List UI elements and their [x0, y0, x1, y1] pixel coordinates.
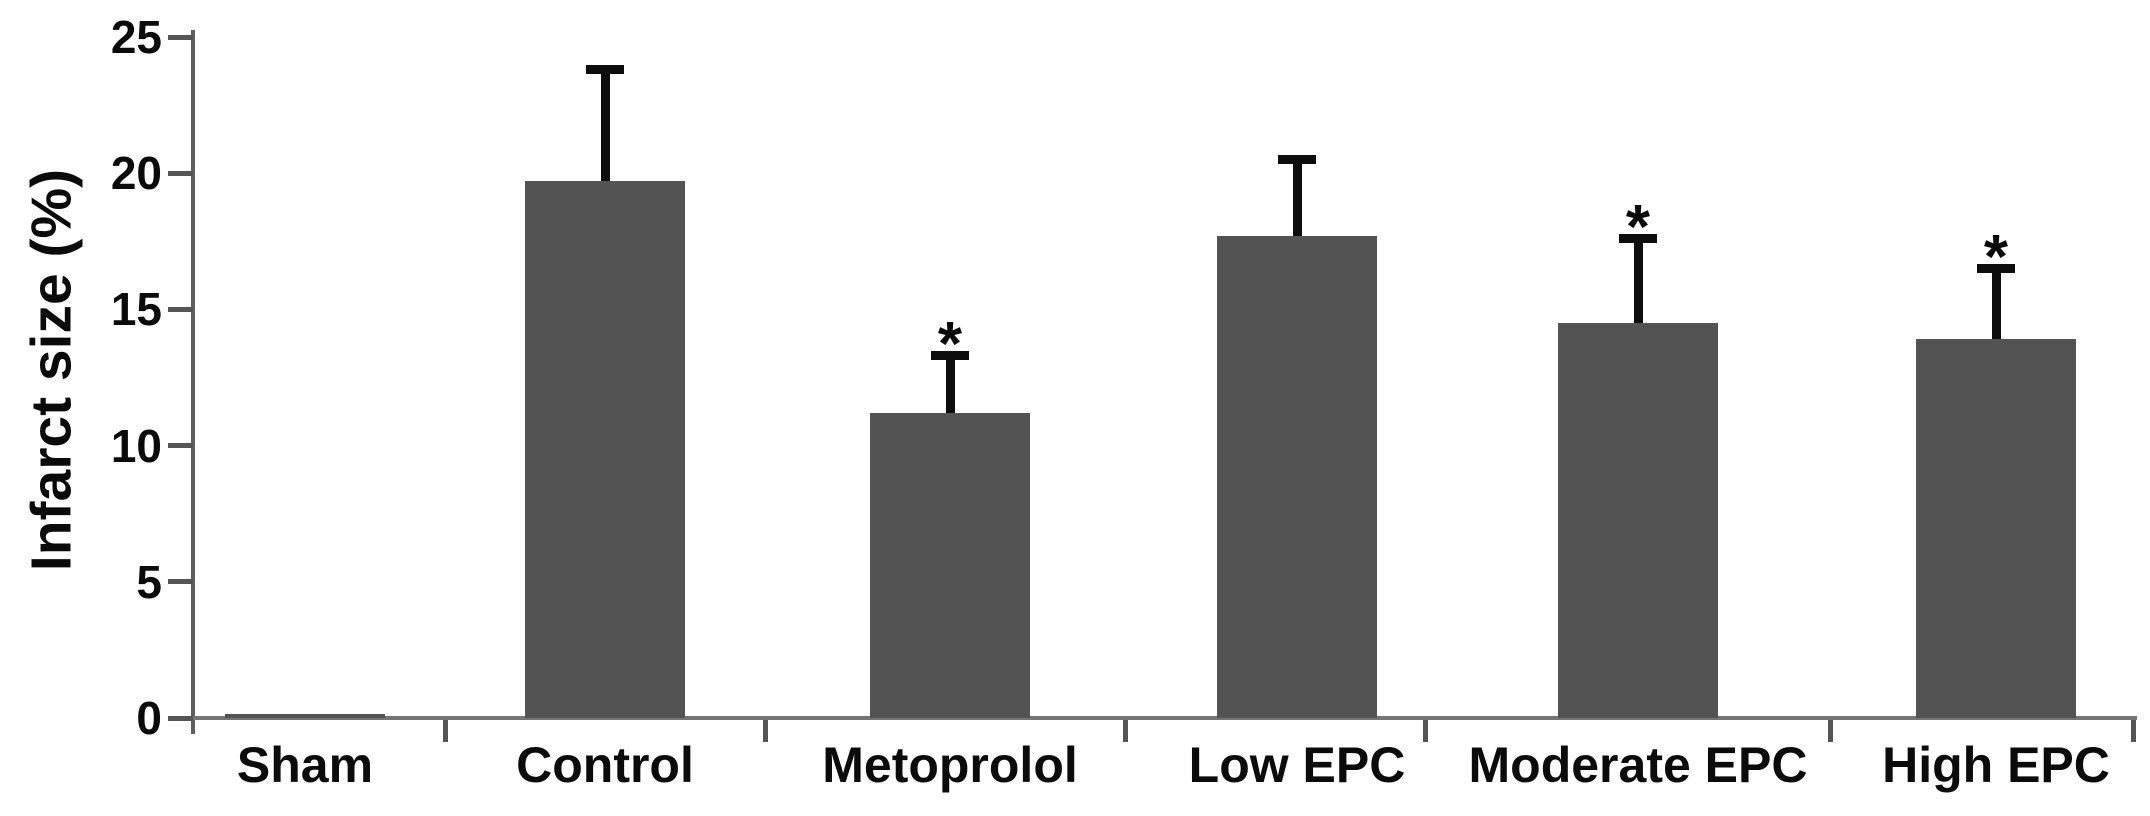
- y-axis-title: Infarct size (%): [19, 168, 84, 572]
- bar: [1916, 339, 2076, 718]
- error-bar-cap: [931, 351, 969, 361]
- x-axis-tick: [1827, 720, 1833, 742]
- error-bar-cap: [1619, 234, 1657, 244]
- y-axis-tick-label: 10: [110, 419, 162, 472]
- y-axis-tick: [168, 579, 193, 585]
- x-axis-category-label: Metoprolol: [822, 737, 1078, 793]
- y-axis-tick-label: 5: [136, 555, 162, 608]
- y-axis-line: [191, 30, 195, 734]
- x-axis-category-label: Low EPC: [1188, 737, 1406, 793]
- y-axis-tick-label: 20: [110, 147, 162, 200]
- y-axis-tick: [168, 715, 193, 721]
- x-axis-category-label: Moderate EPC: [1468, 737, 1808, 793]
- significance-asterisk: *: [937, 309, 963, 379]
- significance-asterisk: *: [1625, 192, 1651, 262]
- y-axis-tick-label: 0: [136, 692, 162, 744]
- x-axis-line: [193, 716, 2137, 720]
- bar: [1217, 235, 1377, 718]
- bar: [1558, 323, 1718, 718]
- error-bar-line: [1991, 268, 2001, 340]
- y-axis-tick-label: 25: [110, 11, 162, 63]
- x-axis-tick: [1122, 720, 1128, 742]
- y-axis-tick: [168, 34, 193, 40]
- x-axis-category-label: High EPC: [1882, 737, 2110, 793]
- x-axis-tick: [762, 720, 768, 742]
- error-bar-line: [1292, 159, 1302, 236]
- x-axis-category-label: Sham: [236, 737, 374, 793]
- significance-asterisk: *: [1983, 222, 2009, 292]
- bar: [870, 412, 1030, 718]
- y-axis-tick: [168, 170, 193, 176]
- x-axis-tick: [442, 720, 448, 742]
- error-bar-cap: [1278, 155, 1316, 165]
- x-axis-tick: [2130, 720, 2136, 742]
- y-axis-tick: [168, 443, 193, 449]
- error-bar-line: [1633, 238, 1643, 323]
- bar: [525, 181, 685, 718]
- y-axis-tick-label: 15: [110, 283, 162, 336]
- x-axis-tick: [1422, 720, 1428, 742]
- error-bar-line: [600, 69, 610, 182]
- error-bar-cap: [586, 65, 624, 75]
- y-axis-tick: [168, 306, 193, 312]
- bar: [225, 713, 385, 718]
- x-axis-category-label: Control: [516, 737, 694, 793]
- error-bar-line: [945, 355, 955, 413]
- error-bar-cap: [1977, 264, 2015, 274]
